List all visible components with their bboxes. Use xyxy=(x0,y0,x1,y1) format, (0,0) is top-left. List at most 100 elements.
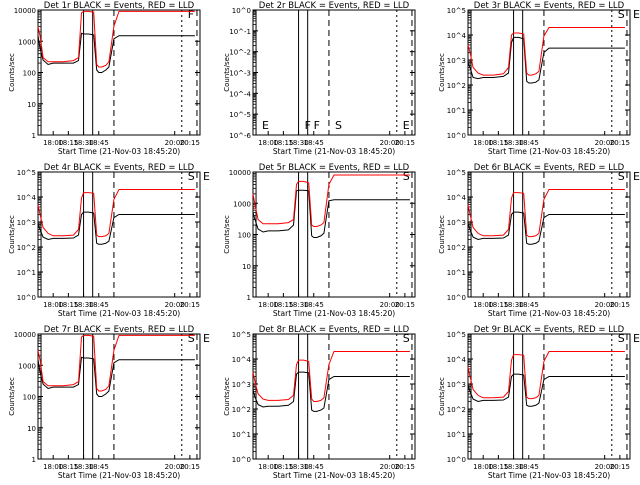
y-axis-label: Counts/sec xyxy=(438,377,446,416)
y-tick-label: 10^5 xyxy=(17,169,36,177)
plot-frame xyxy=(37,171,201,298)
x-tick-label: 18:45 xyxy=(89,139,109,147)
y-axis-label: Counts/sec xyxy=(8,215,16,254)
plot-frame xyxy=(252,171,416,298)
x-tick-label: 18:15 xyxy=(58,301,78,309)
y-tick-label: 10^1 xyxy=(17,269,36,277)
chart-title: Det 8r BLACK = Events, RED = LLD xyxy=(259,325,410,335)
x-tick-label: 18:00 xyxy=(473,463,493,471)
series-line-events xyxy=(467,36,625,84)
chart-title: Det 3r BLACK = Events, RED = LLD xyxy=(474,1,625,11)
chart-title: Det 5r BLACK = Events, RED = LLD xyxy=(259,163,410,173)
x-tick-label: 20:00 xyxy=(595,463,615,471)
flag-label: F xyxy=(188,8,194,21)
series-line-lld xyxy=(467,189,625,238)
chart-title: Det 6r BLACK = Events, RED = LLD xyxy=(474,163,625,173)
y-tick-label: 10^3 xyxy=(447,219,466,227)
series-line-lld xyxy=(467,27,625,76)
y-tick-label: 10^4 xyxy=(447,32,467,40)
chart-panel-6: Det 6r BLACK = Events, RED = LLD 10^0 10^1… xyxy=(438,163,640,318)
x-tick-label: 20:00 xyxy=(380,301,400,309)
x-tick-label: 20:00 xyxy=(595,139,615,147)
y-axis-label: Counts/sec xyxy=(8,377,16,416)
y-tick-label: 1000 xyxy=(233,200,251,208)
y-tick-label: 10^1 xyxy=(447,431,466,439)
y-tick-label: 1 xyxy=(32,132,36,140)
x-tick-label: 18:00 xyxy=(258,139,278,147)
y-tick-label: 10^2 xyxy=(447,244,466,252)
x-tick-label: 20:00 xyxy=(165,139,185,147)
x-axis-label: Start Time (21-Nov-03 18:45:20) xyxy=(58,147,180,156)
y-tick-label: 10^0 xyxy=(17,294,36,302)
series-line-lld xyxy=(467,351,625,400)
x-tick-label: 18:30 xyxy=(73,139,93,147)
x-tick-label: 18:30 xyxy=(503,139,523,147)
x-tick-label: 18:15 xyxy=(273,301,293,309)
chart-title: Det 2r BLACK = Events, RED = LLD xyxy=(259,1,410,11)
x-tick-label: 18:15 xyxy=(58,139,78,147)
chart-title: Det 1r BLACK = Events, RED = LLD xyxy=(44,1,195,11)
flag-label: E xyxy=(203,170,210,183)
y-tick-label: 10^-3 xyxy=(229,70,251,78)
y-tick-label: 10^4 xyxy=(447,194,467,202)
series-line-lld xyxy=(37,10,195,68)
y-tick-label: 1000 xyxy=(18,38,36,46)
series-line-lld xyxy=(37,189,195,238)
x-tick-label: 20:15 xyxy=(180,463,200,471)
x-tick-label: 18:30 xyxy=(503,301,523,309)
y-axis-label: Counts/sec xyxy=(8,53,16,92)
x-tick-label: 18:15 xyxy=(58,463,78,471)
x-tick-label: 18:45 xyxy=(519,463,539,471)
chart-title: Det 7r BLACK = Events, RED = LLD xyxy=(44,325,195,335)
plot-frame xyxy=(37,9,201,136)
x-axis-label: Start Time (21-Nov-03 18:45:20) xyxy=(488,147,610,156)
y-tick-label: 10^1 xyxy=(232,431,251,439)
flag-label: E xyxy=(403,119,410,132)
chart-title: Det 4r BLACK = Events, RED = LLD xyxy=(44,163,195,173)
flag-label: S xyxy=(618,8,625,21)
flag-label: F xyxy=(314,119,320,132)
x-tick-label: 18:00 xyxy=(473,139,493,147)
x-axis-label: Start Time (21-Nov-03 18:45:20) xyxy=(58,309,180,318)
y-tick-label: 100 xyxy=(23,70,36,78)
y-tick-label: 10^-5 xyxy=(229,111,251,119)
series-line-lld xyxy=(37,334,195,392)
y-tick-label: 10^4 xyxy=(17,194,37,202)
chart-title: Det 9r BLACK = Events, RED = LLD xyxy=(474,325,625,335)
flag-label: S xyxy=(403,170,410,183)
y-tick-label: 10^3 xyxy=(232,381,251,389)
x-axis-label: Start Time (21-Nov-03 18:45:20) xyxy=(273,147,395,156)
chart-panel-5: Det 5r BLACK = Events, RED = LLD 1 10 100 10… xyxy=(223,163,416,318)
y-axis-label: Counts/sec xyxy=(438,215,446,254)
y-tick-label: 10000 xyxy=(229,169,251,177)
x-tick-label: 20:00 xyxy=(165,463,185,471)
series-line-lld xyxy=(252,174,410,227)
y-tick-label: 10^-4 xyxy=(229,90,251,98)
y-tick-label: 10000 xyxy=(14,7,36,15)
flag-label: S xyxy=(335,119,342,132)
x-tick-label: 18:15 xyxy=(273,139,293,147)
x-tick-label: 20:15 xyxy=(610,301,630,309)
plot-frame xyxy=(252,9,416,136)
x-axis-label: Start Time (21-Nov-03 18:45:20) xyxy=(58,471,180,480)
flag-label: E xyxy=(633,170,640,183)
series-line-events xyxy=(467,211,625,245)
y-axis-label: Counts/sec xyxy=(438,53,446,92)
y-tick-label: 10^5 xyxy=(447,7,466,15)
series-line-events xyxy=(252,371,410,412)
chart-panel-8: Det 8r BLACK = Events, RED = LLD 10^0 10^1… xyxy=(223,325,416,480)
x-tick-label: 20:15 xyxy=(610,139,630,147)
series-line-events xyxy=(37,32,195,73)
flag-label: E xyxy=(203,332,210,345)
y-tick-label: 10 xyxy=(27,101,36,109)
y-tick-label: 10^1 xyxy=(447,269,466,277)
x-tick-label: 18:00 xyxy=(258,463,278,471)
y-tick-label: 100 xyxy=(238,232,251,240)
x-tick-label: 18:30 xyxy=(288,139,308,147)
x-tick-label: 18:00 xyxy=(43,139,63,147)
y-axis-label: Counts/sec xyxy=(223,53,231,92)
y-tick-label: 100 xyxy=(23,394,36,402)
y-tick-label: 10^0 xyxy=(232,7,251,15)
y-tick-label: 10^3 xyxy=(17,219,36,227)
